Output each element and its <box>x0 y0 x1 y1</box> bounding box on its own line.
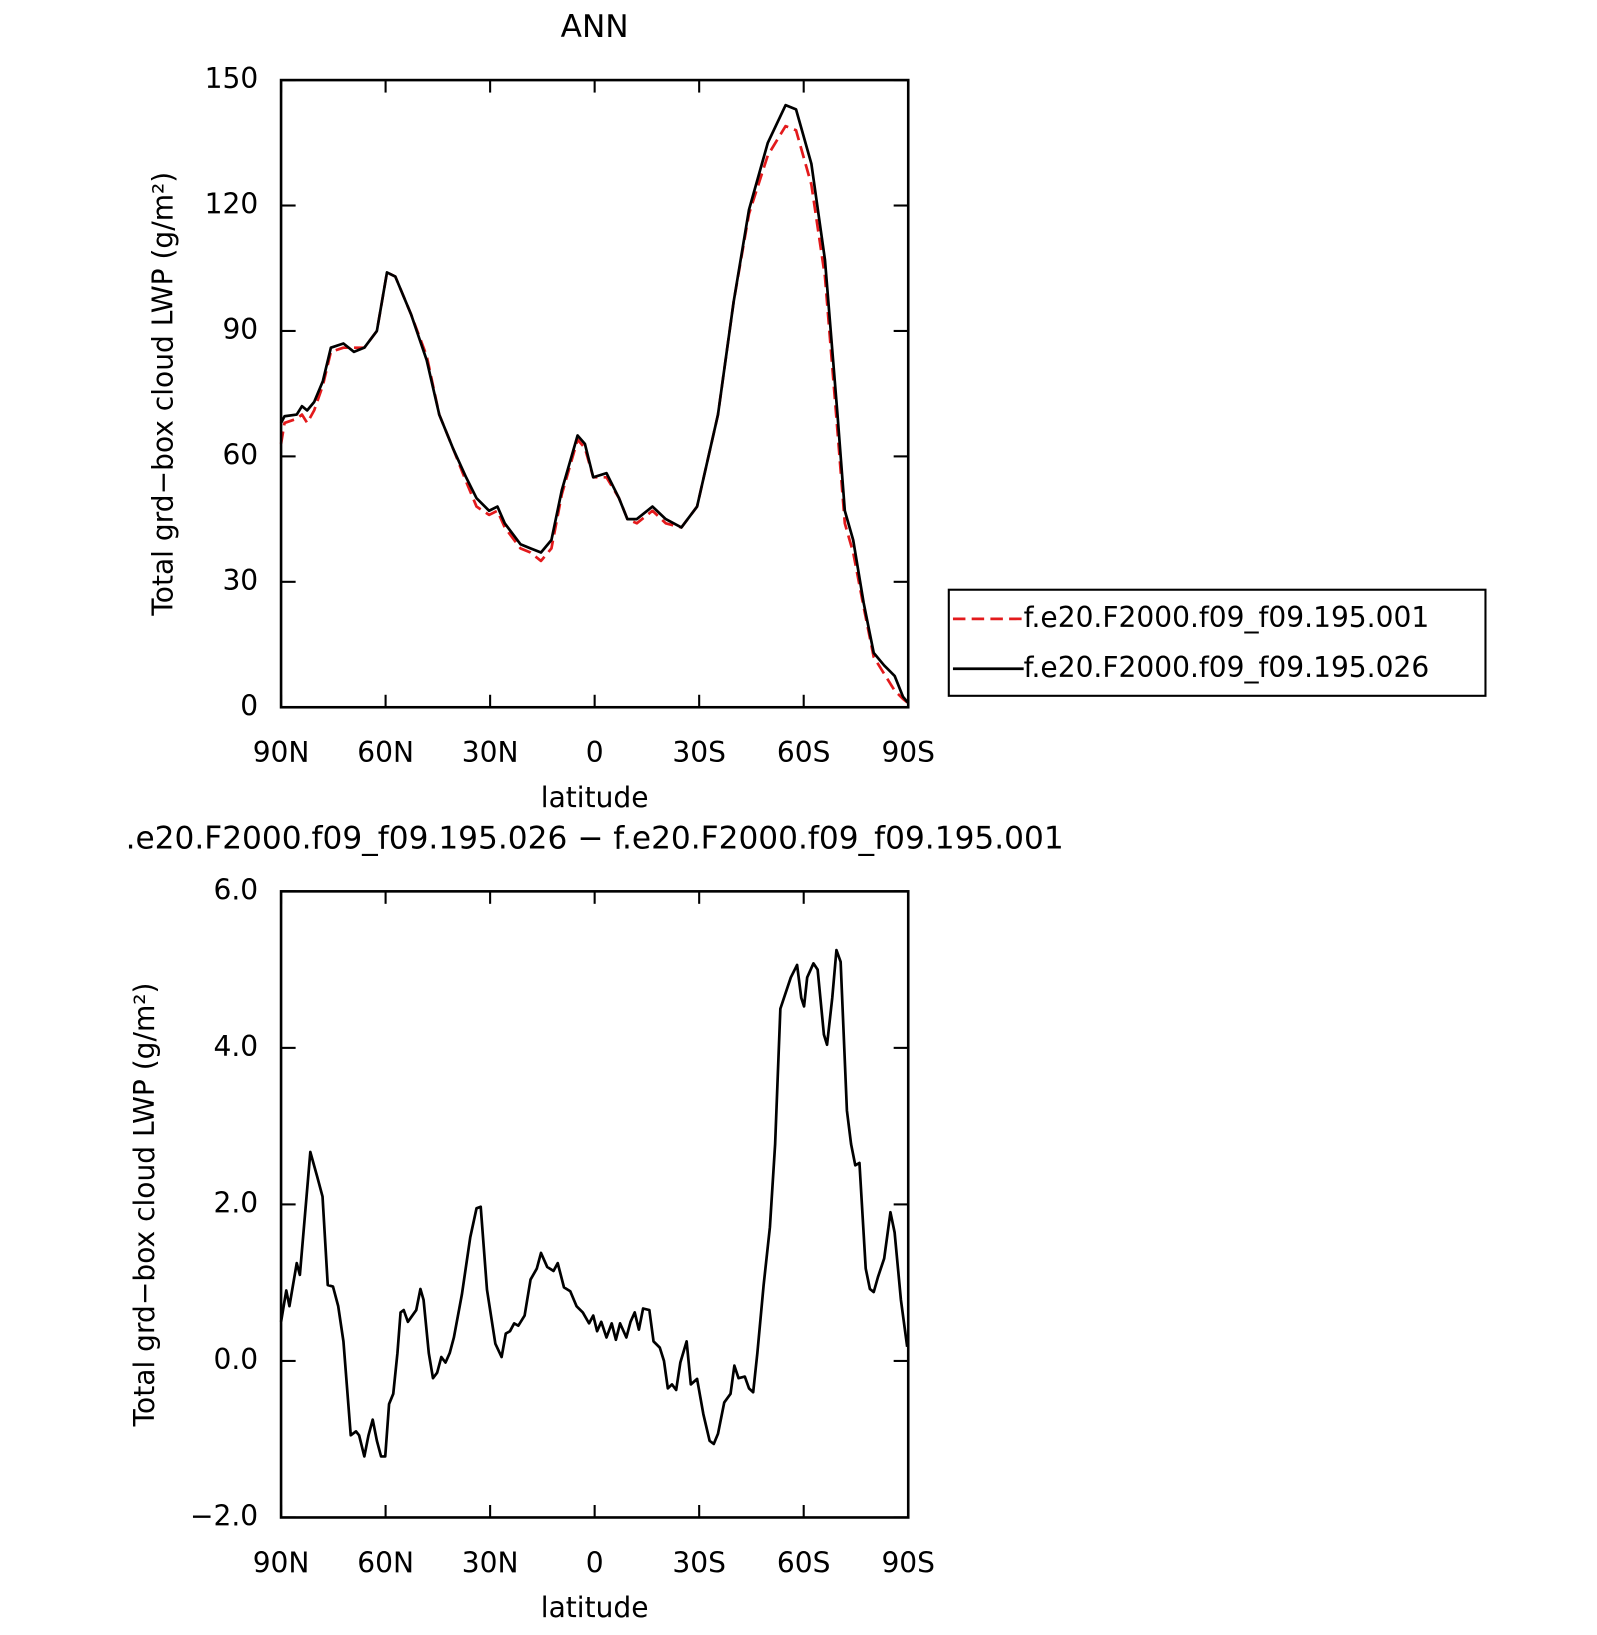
x-axis-label: latitude <box>541 781 649 814</box>
y-tick-label: 0 <box>240 689 258 722</box>
y-tick-label: 0.0 <box>214 1343 259 1376</box>
x-tick-label: 60N <box>357 736 414 769</box>
y-tick-label: 6.0 <box>214 873 259 906</box>
y-tick-label: 60 <box>222 438 258 471</box>
plot-frame <box>279 78 910 709</box>
y-axis-label: Total grd−box cloud LWP (g/m²) <box>147 172 180 617</box>
y-tick-label: 90 <box>222 313 258 346</box>
y-tick-label: 30 <box>222 564 258 597</box>
x-axis-label: latitude <box>541 1591 649 1624</box>
x-tick-label: 60S <box>777 736 831 769</box>
x-tick-label: 30S <box>672 736 726 769</box>
x-tick-label: 0 <box>586 736 604 769</box>
x-tick-label: 30N <box>462 1546 519 1579</box>
x-tick-label: 90N <box>253 1546 310 1579</box>
x-tick-label: 60N <box>357 1546 414 1579</box>
y-axis-label: Total grd−box cloud LWP (g/m²) <box>128 982 161 1427</box>
x-tick-label: 30S <box>672 1546 726 1579</box>
y-tick-label: 4.0 <box>214 1030 259 1063</box>
x-tick-label: 90S <box>881 1546 935 1579</box>
y-tick-label: −2.0 <box>190 1499 258 1532</box>
data-line <box>279 103 910 704</box>
plot-frame <box>279 890 910 1519</box>
y-tick-label: 120 <box>205 188 259 221</box>
chart-title: .e20.F2000.f09_f09.195.026 − f.e20.F2000… <box>126 820 1064 856</box>
y-tick-label: 150 <box>205 62 259 95</box>
x-tick-label: 60S <box>777 1546 831 1579</box>
x-tick-label: 90N <box>253 736 310 769</box>
x-tick-label: 30N <box>462 736 519 769</box>
y-tick-label: 2.0 <box>214 1186 259 1219</box>
legend-box <box>947 588 1487 697</box>
data-line <box>279 948 909 1458</box>
data-line <box>279 124 910 705</box>
chart-title: ANN <box>561 9 629 45</box>
x-tick-label: 0 <box>586 1546 604 1579</box>
x-tick-label: 90S <box>881 736 935 769</box>
legend-label: f.e20.F2000.f09_f09.195.001 <box>1024 601 1430 634</box>
legend-label: f.e20.F2000.f09_f09.195.026 <box>1024 651 1430 684</box>
